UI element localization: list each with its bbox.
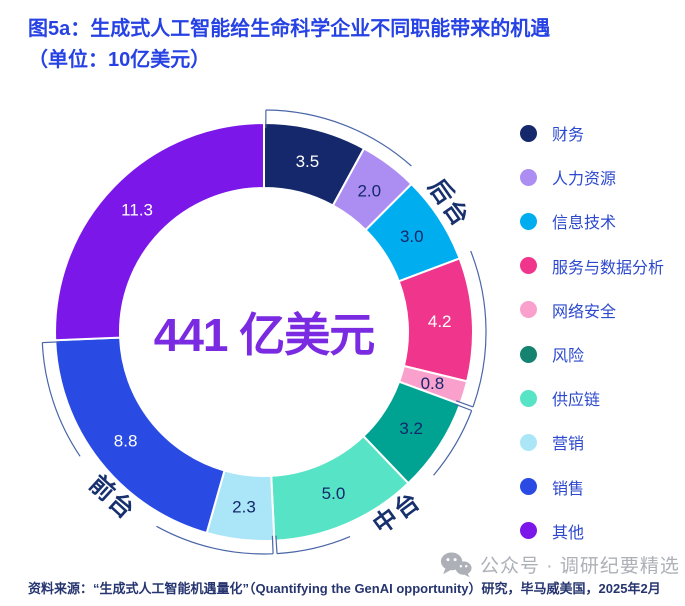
bracket-tick-front-office [271, 535, 274, 554]
legend-dot-cybersecurity [520, 301, 537, 319]
legend-label-services-data-analytics: 服务与数据分析 [552, 259, 665, 277]
segment-value-risk: 3.2 [399, 419, 423, 438]
legend-label-information-technology: 信息技术 [552, 215, 617, 233]
watermark: 公众号 · 调研纪要精选 [440, 551, 680, 578]
legend-item-other: 其他 [520, 509, 664, 553]
legend-dot-other [520, 522, 537, 540]
donut-segment-other [54, 121, 265, 342]
bracket-arc-front-office [41, 342, 81, 457]
bracket-arc-middle-office [276, 536, 351, 555]
legend-label-risk: 风险 [552, 348, 585, 366]
legend-item-human-resources: 人力资源 [520, 155, 664, 199]
legend-label-sales: 销售 [552, 480, 585, 498]
segment-value-marketing: 2.3 [232, 497, 256, 516]
wechat-icon [440, 552, 472, 578]
legend-label-cybersecurity: 网络安全 [552, 303, 617, 321]
legend-dot-finance [520, 124, 537, 142]
legend-label-other: 其他 [552, 524, 585, 542]
title-line-2: （单位：10亿美元） [28, 49, 211, 71]
legend-item-information-technology: 信息技术 [520, 199, 664, 243]
legend: 财务人力资源信息技术服务与数据分析 网络安全风险供应链营销销售其他 [520, 111, 664, 553]
legend-item-services-data-analytics: 服务与数据分析 [520, 244, 664, 288]
legend-dot-human-resources [520, 168, 537, 186]
bracket-arc-back-office [470, 250, 487, 408]
bracket-arc-middle-office [433, 410, 473, 476]
segment-value-finance: 3.5 [296, 152, 320, 171]
segment-value-supply-chain: 5.0 [322, 484, 346, 503]
legend-dot-marketing [520, 433, 537, 451]
bracket-tick-middle-office [454, 403, 472, 412]
bracket-tick-front-office [42, 341, 61, 344]
legend-label-marketing: 营销 [552, 436, 585, 454]
donut-center-total: 441 亿美元 [153, 309, 376, 361]
legend-dot-supply-chain [520, 389, 537, 407]
figure-title: 图5a：生成式人工智能给生命科学企业不同职能带来的机遇 （单位：10亿美元） [28, 14, 673, 76]
legend-item-finance: 财务 [520, 111, 664, 155]
legend-item-risk: 风险 [520, 332, 664, 376]
legend-item-supply-chain: 供应链 [520, 376, 664, 420]
segment-value-human-resources: 2.0 [357, 182, 381, 201]
segment-value-sales: 8.8 [114, 431, 138, 450]
legend-dot-services-data-analytics [520, 257, 537, 275]
bracket-tick-back-office [455, 400, 474, 408]
legend-item-cybersecurity: 网络安全 [520, 288, 664, 332]
legend-dot-sales [520, 478, 537, 496]
legend-item-sales: 销售 [520, 465, 664, 509]
segment-value-other: 11.3 [121, 201, 153, 220]
bracket-arc-front-office [156, 525, 274, 555]
legend-label-supply-chain: 供应链 [552, 392, 601, 410]
bracket-tick-middle-office [275, 535, 278, 554]
legend-dot-information-technology [520, 212, 537, 230]
segment-value-information-technology: 3.0 [400, 227, 424, 246]
donut-segment-sales [54, 336, 226, 535]
bracket-arc-back-office [265, 109, 412, 167]
source-note: 资料来源：“生成式人工智能机遇量化”（Quantifying the GenAI… [28, 581, 661, 596]
segment-value-services-data-analytics: 4.2 [428, 312, 452, 331]
watermark-text: 公众号 · 调研纪要精选 [480, 556, 680, 577]
legend-label-human-resources: 人力资源 [552, 171, 617, 189]
legend-item-marketing: 营销 [520, 420, 664, 464]
title-line-1: 图5a：生成式人工智能给生命科学企业不同职能带来的机遇 [28, 18, 551, 40]
legend-dot-risk [520, 345, 537, 363]
legend-label-finance: 财务 [552, 127, 585, 145]
segment-value-cybersecurity: 0.8 [421, 374, 445, 393]
